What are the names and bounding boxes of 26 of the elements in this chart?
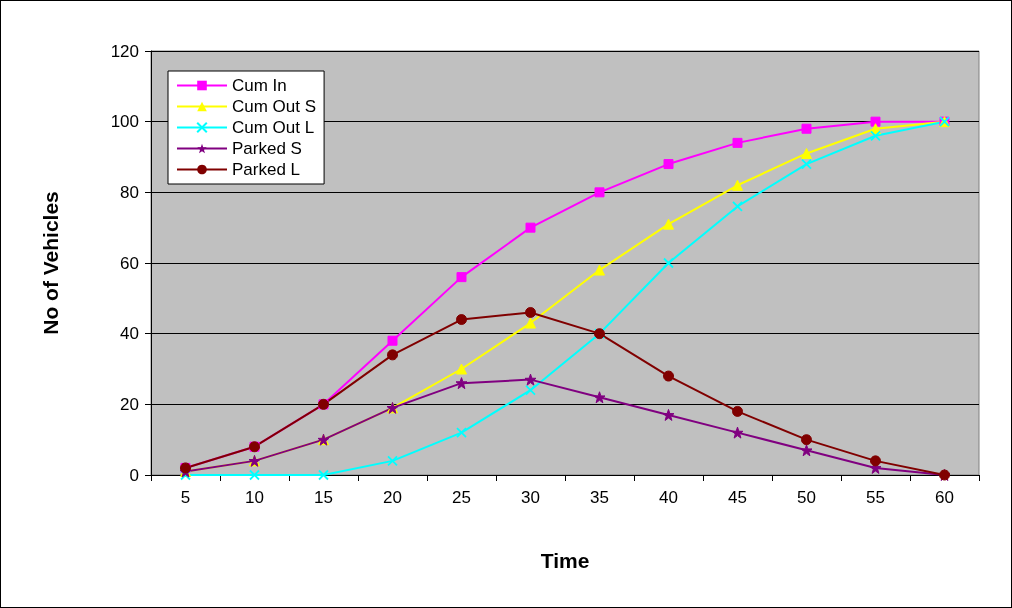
x-tick-label: 10 <box>245 488 264 507</box>
y-tick-label: 20 <box>120 394 139 414</box>
x-tick-label: 40 <box>659 488 678 507</box>
legend-label: Cum Out S <box>232 97 317 116</box>
x-tick-label: 60 <box>935 488 954 507</box>
x-tick-label: 20 <box>383 488 402 507</box>
x-tick-label: 30 <box>521 488 540 507</box>
legend-label: Cum In <box>232 76 287 95</box>
y-tick-label: 80 <box>120 182 139 202</box>
x-tick-label: 50 <box>797 488 816 507</box>
legend-label: Parked L <box>232 160 301 179</box>
legend-label: Parked S <box>232 139 302 158</box>
x-tick-label: 15 <box>314 488 333 507</box>
y-tick-label: 120 <box>110 41 139 61</box>
x-tick-label: 55 <box>866 488 885 507</box>
x-tick-label: 25 <box>452 488 471 507</box>
y-tick-label: 40 <box>120 324 139 344</box>
y-axis-title: No of Vehicles <box>39 191 62 335</box>
legend-label: Cum Out L <box>232 118 315 137</box>
y-tick-label: 100 <box>110 112 139 132</box>
x-axis-title: Time <box>540 549 590 572</box>
y-tick-label: 60 <box>120 253 139 273</box>
x-tick-label: 35 <box>590 488 609 507</box>
x-tick-label: 45 <box>728 488 747 507</box>
x-tick-label: 5 <box>180 488 191 507</box>
y-tick-label: 0 <box>129 465 139 485</box>
